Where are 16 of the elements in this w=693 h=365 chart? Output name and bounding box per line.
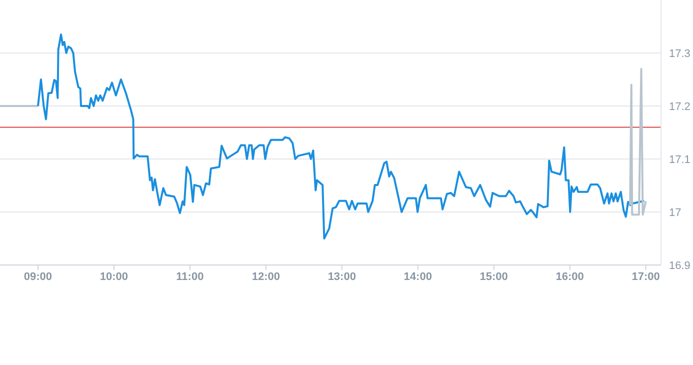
x-tick-label: 15:00 [480, 270, 508, 283]
y-tick-label: 17.1 [669, 154, 690, 166]
x-tick-label: 12:00 [252, 270, 280, 283]
y-tick-label: 16.9 [669, 260, 690, 272]
y-tick-label: 17 [669, 206, 682, 219]
x-tick-label: 17:00 [632, 270, 660, 283]
y-tick-label: 17.3 [669, 48, 690, 60]
y-tick-label: 17.2 [669, 100, 690, 113]
x-tick-label: 14:00 [404, 270, 432, 283]
x-tick-label: 13:00 [328, 270, 356, 283]
line-series [36, 33, 646, 240]
line-series [629, 68, 647, 216]
x-tick-label: 16:00 [556, 270, 584, 283]
x-tick-label: 09:00 [24, 270, 52, 283]
x-tick-label: 11:00 [176, 270, 204, 283]
x-tick-label: 10:00 [100, 270, 128, 283]
